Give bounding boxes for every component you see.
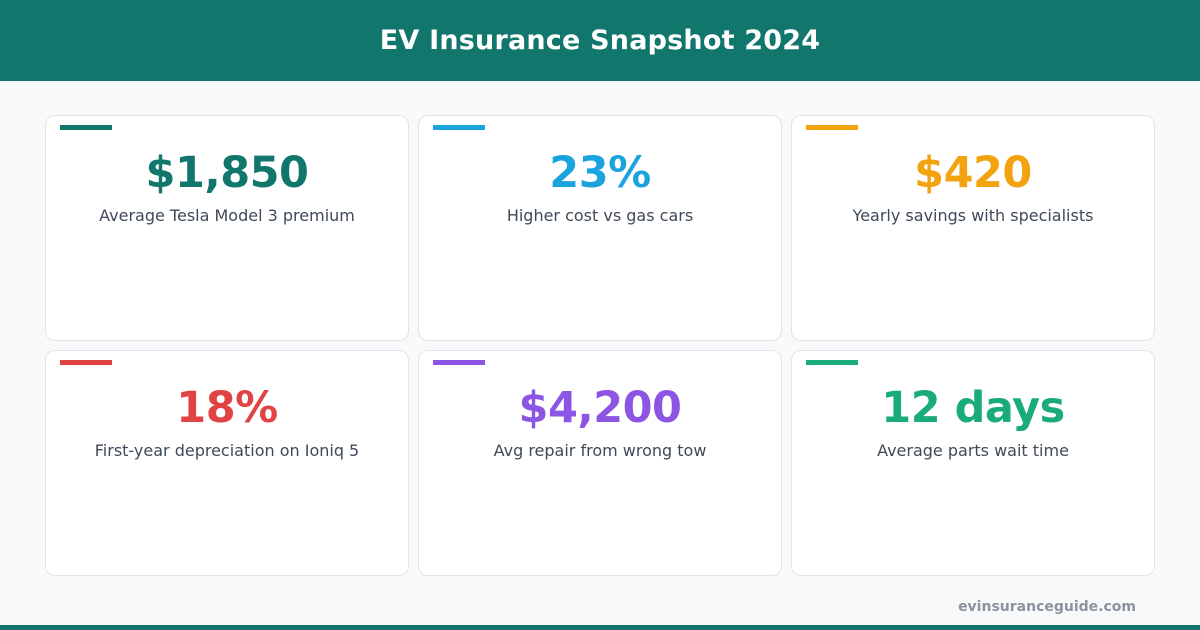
stat-label: Higher cost vs gas cars xyxy=(506,206,694,225)
accent-bar xyxy=(433,125,485,130)
stat-label: Avg repair from wrong tow xyxy=(493,441,707,460)
stat-label: Average Tesla Model 3 premium xyxy=(99,206,355,225)
site-url: evinsuranceguide.com xyxy=(958,599,1136,615)
stat-label: Average parts wait time xyxy=(877,441,1069,460)
stat-card-tesla-premium: $1,850 Average Tesla Model 3 premium xyxy=(45,115,409,341)
stat-label: Yearly savings with specialists xyxy=(852,206,1094,225)
stat-card-higher-cost: 23% Higher cost vs gas cars xyxy=(418,115,782,341)
accent-bar xyxy=(806,360,858,365)
accent-bar xyxy=(433,360,485,365)
stat-value: 18% xyxy=(176,383,278,433)
stat-value: $420 xyxy=(914,148,1032,198)
stat-card-depreciation: 18% First-year depreciation on Ioniq 5 xyxy=(45,350,409,576)
header-banner: EV Insurance Snapshot 2024 xyxy=(0,0,1200,81)
stat-card-yearly-savings: $420 Yearly savings with specialists xyxy=(791,115,1155,341)
stat-card-parts-wait: 12 days Average parts wait time xyxy=(791,350,1155,576)
stat-value: 23% xyxy=(549,148,651,198)
stat-value: $1,850 xyxy=(145,148,309,198)
stat-grid: $1,850 Average Tesla Model 3 premium 23%… xyxy=(45,115,1155,576)
stat-label: First-year depreciation on Ioniq 5 xyxy=(94,441,360,460)
stat-card-repair-cost: $4,200 Avg repair from wrong tow xyxy=(418,350,782,576)
accent-bar xyxy=(806,125,858,130)
page-title: EV Insurance Snapshot 2024 xyxy=(379,25,821,56)
stat-value: 12 days xyxy=(881,383,1065,433)
accent-bar xyxy=(60,125,112,130)
stat-value: $4,200 xyxy=(518,383,682,433)
footer-bar xyxy=(0,625,1200,630)
accent-bar xyxy=(60,360,112,365)
